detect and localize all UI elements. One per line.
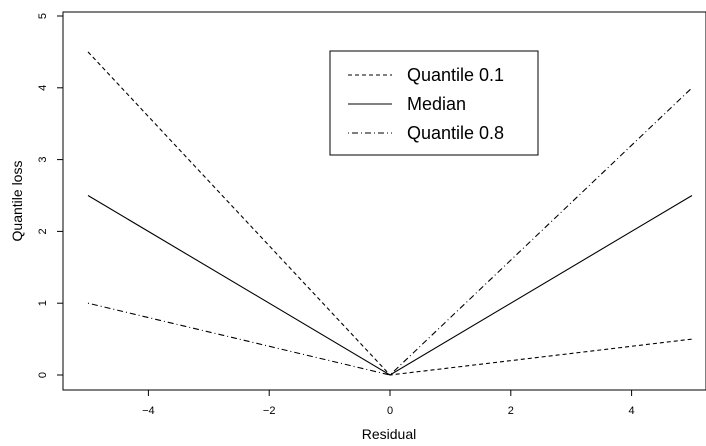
legend-box: [329, 50, 539, 156]
x-tick-label: 2: [508, 405, 514, 417]
legend-label: Quantile 0.1: [407, 65, 504, 85]
x-tick-label: 0: [387, 405, 393, 417]
y-tick-label: 0: [37, 372, 49, 378]
x-axis-title: Residual: [362, 426, 416, 442]
x-tick-label: −4: [142, 405, 155, 417]
x-tick-label: 4: [629, 405, 635, 417]
x-axis: −4 −2 0 2 4: [142, 389, 635, 417]
y-axis-title: Quantile loss: [9, 161, 25, 242]
y-axis: 0 1 2 3 4 5: [37, 13, 64, 378]
legend: Quantile 0.1 Median Quantile 0.8: [329, 50, 539, 156]
y-tick-label: 2: [37, 228, 49, 234]
y-tick-label: 3: [37, 157, 49, 163]
legend-label: Median: [407, 94, 466, 114]
x-tick-label: −2: [263, 405, 276, 417]
y-tick-label: 5: [37, 13, 49, 19]
series-line-median: [87, 195, 693, 376]
series-layer: [87, 51, 693, 376]
y-tick-label: 4: [37, 85, 49, 91]
legend-label: Quantile 0.8: [407, 123, 504, 143]
y-tick-label: 1: [37, 300, 49, 306]
